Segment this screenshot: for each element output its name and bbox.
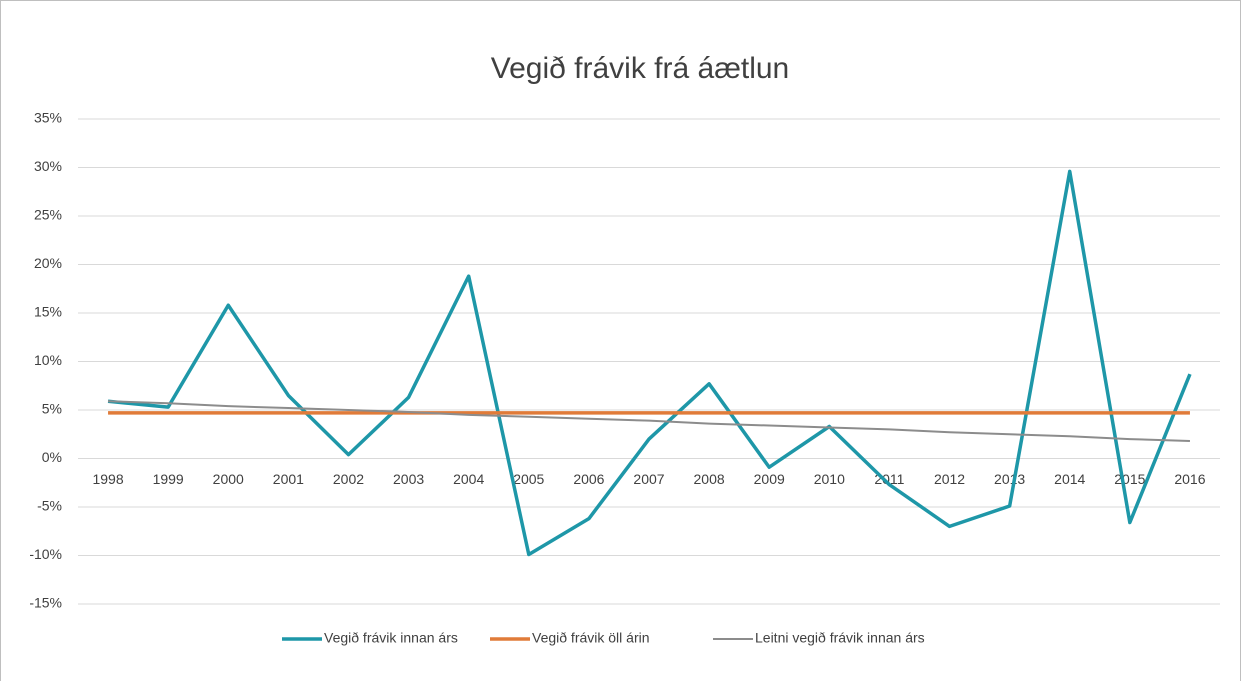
x-tick-label: 2007 [633, 471, 664, 487]
x-tick-label: 1998 [92, 471, 123, 487]
y-tick-label: 25% [34, 207, 62, 223]
y-tick-label: -10% [29, 546, 62, 562]
y-tick-label: -15% [29, 595, 62, 611]
chart-title: Vegið frávik frá áætlun [491, 52, 790, 85]
x-tick-label: 2002 [333, 471, 364, 487]
x-tick-label: 2012 [934, 471, 965, 487]
x-tick-label: 2009 [754, 471, 785, 487]
y-tick-label: -5% [37, 498, 62, 514]
y-tick-label: 0% [42, 449, 62, 465]
legend-label: Leitni vegið frávik innan árs [755, 630, 925, 646]
x-tick-label: 2006 [573, 471, 604, 487]
x-tick-label: 2005 [513, 471, 544, 487]
legend-label: Vegið frávik innan árs [324, 630, 458, 646]
y-tick-label: 30% [34, 158, 62, 174]
y-tick-label: 20% [34, 255, 62, 271]
y-tick-label: 10% [34, 352, 62, 368]
x-tick-label: 2014 [1054, 471, 1085, 487]
x-tick-label: 2016 [1174, 471, 1205, 487]
x-tick-label: 2013 [994, 471, 1025, 487]
x-tick-label: 2010 [814, 471, 845, 487]
x-tick-label: 2004 [453, 471, 484, 487]
x-tick-label: 2015 [1114, 471, 1145, 487]
series-line [107, 169, 1192, 557]
x-tick-label: 2003 [393, 471, 424, 487]
x-tick-label: 2008 [694, 471, 725, 487]
y-tick-label: 5% [42, 401, 62, 417]
y-tick-label: 15% [34, 304, 62, 320]
series-line [108, 400, 1190, 443]
y-tick-label: 35% [34, 110, 62, 126]
x-tick-label: 1999 [153, 471, 184, 487]
x-tick-label: 2000 [213, 471, 244, 487]
legend-label: Vegið frávik öll árin [532, 630, 650, 646]
x-tick-label: 2001 [273, 471, 304, 487]
